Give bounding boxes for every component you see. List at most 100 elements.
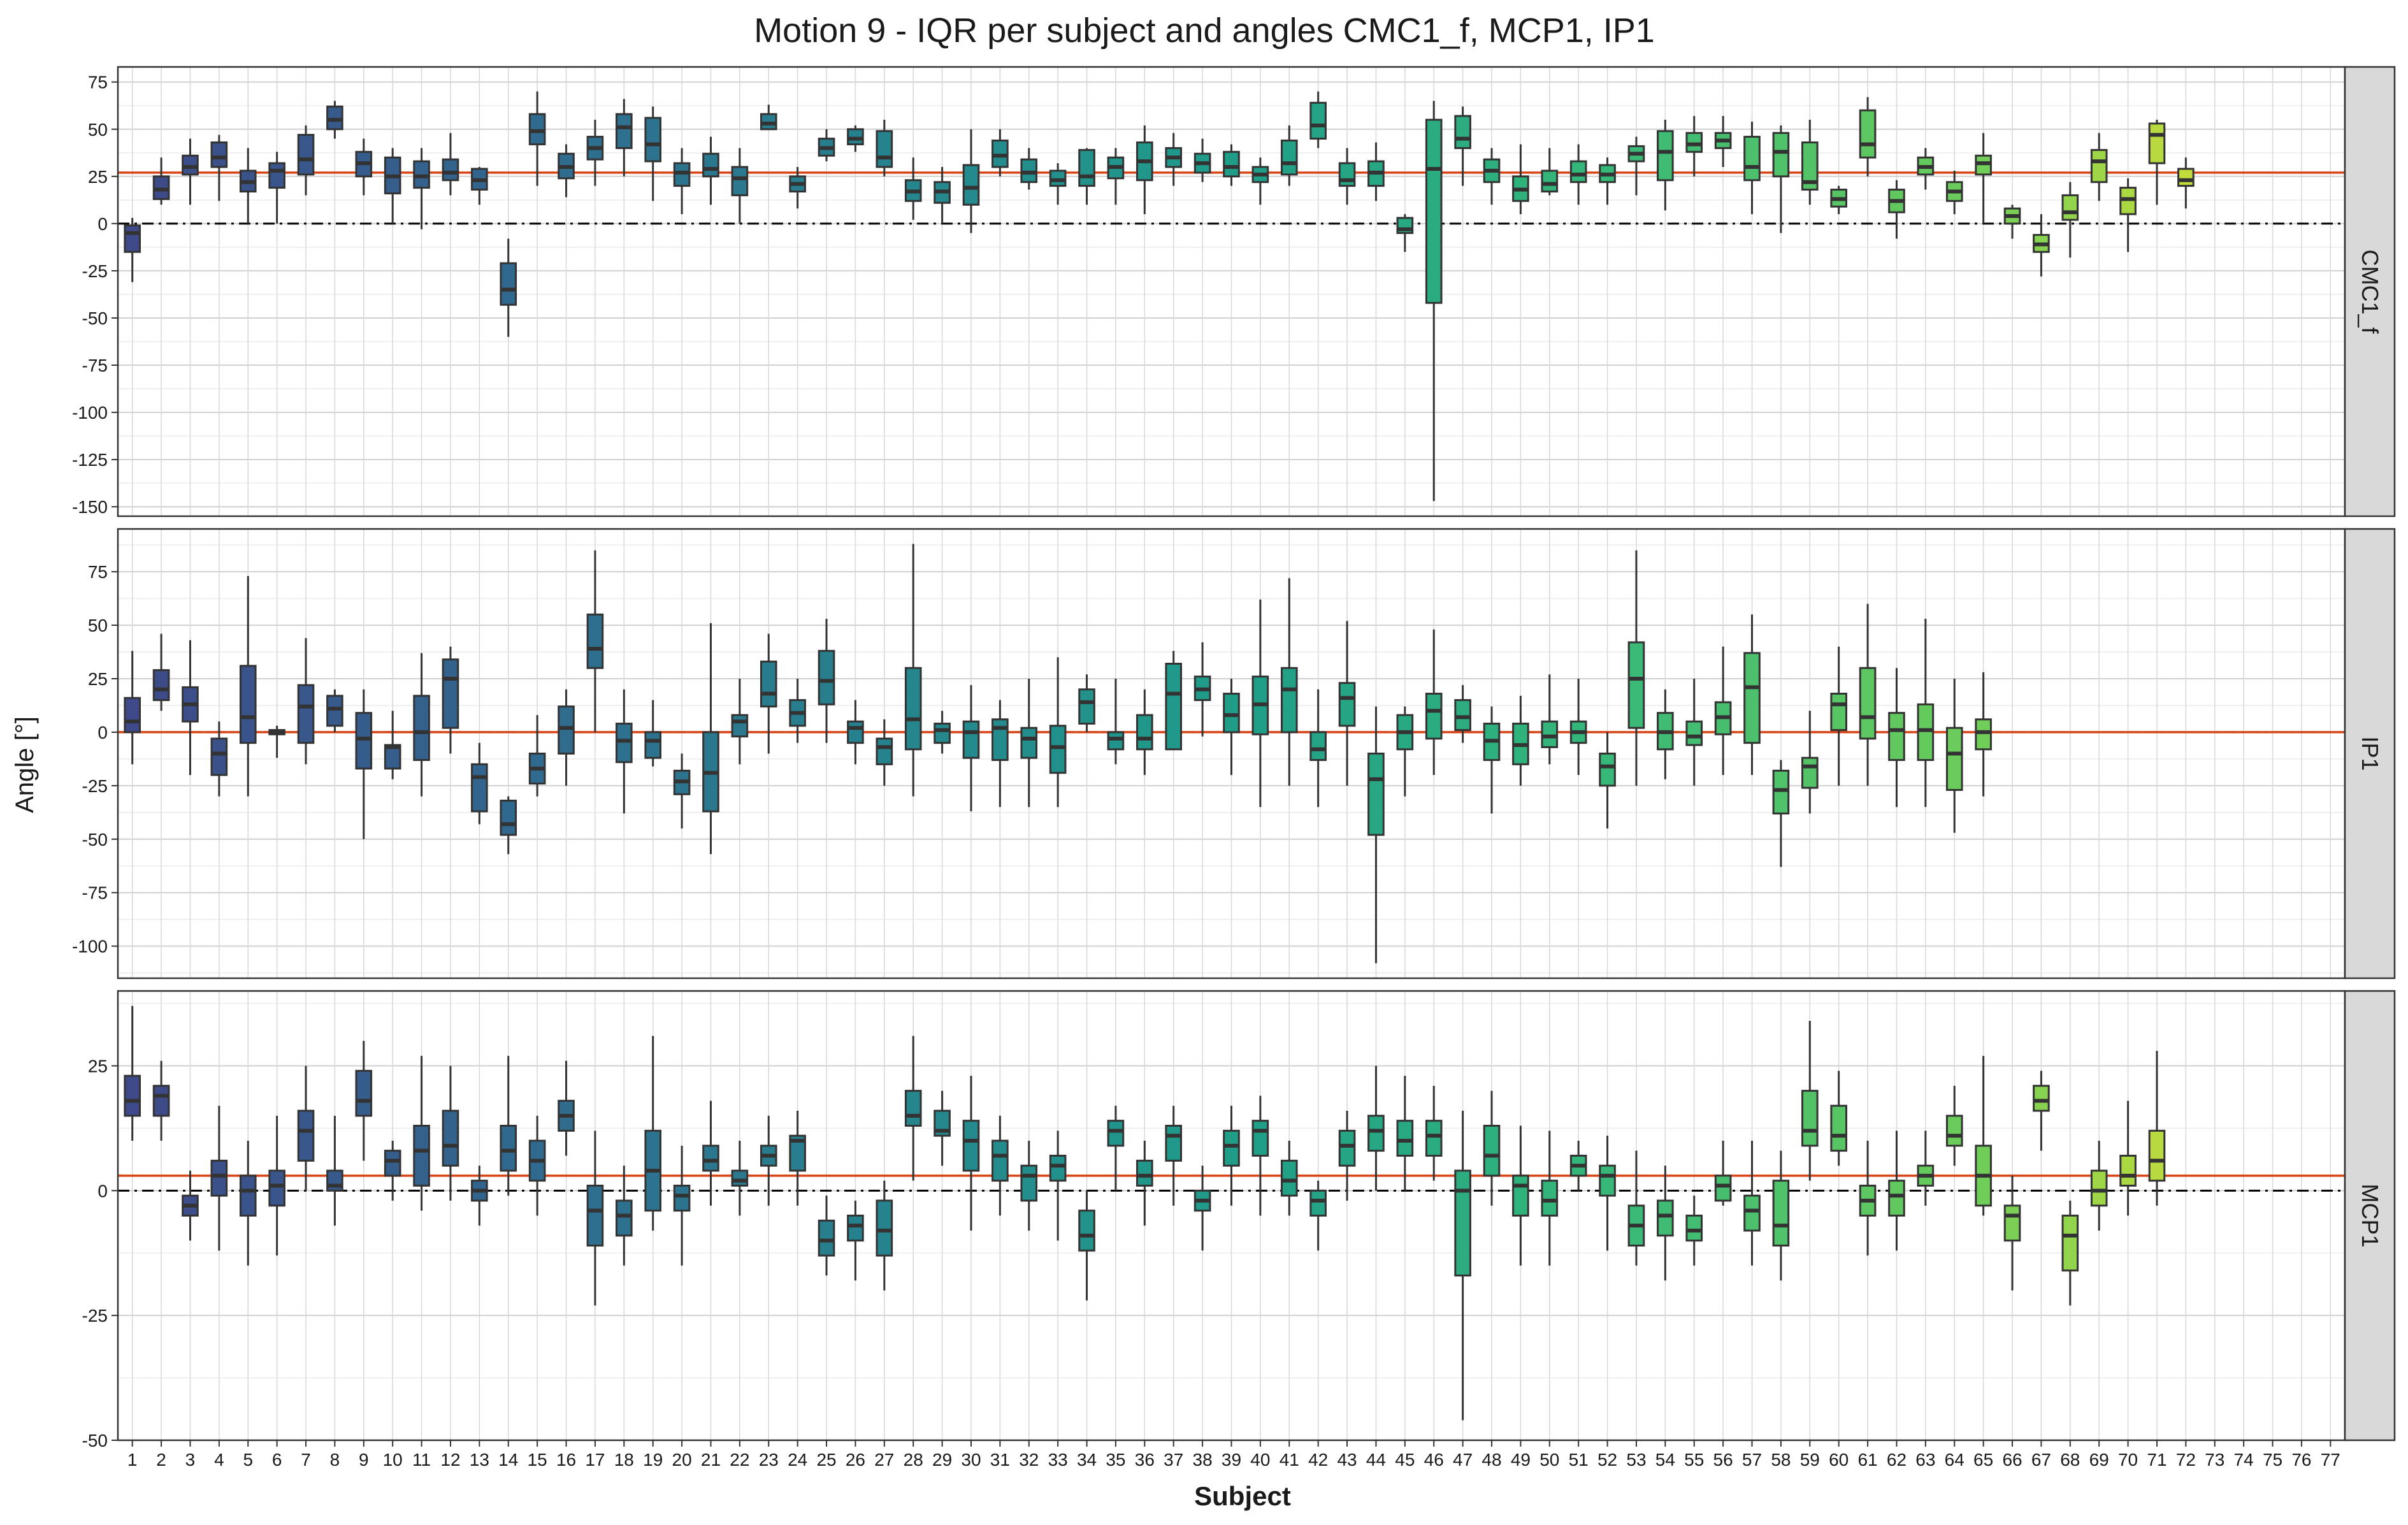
facet-strip-label: MCP1 [2357,1183,2383,1247]
x-tick-label: 16 [556,1450,576,1470]
box-subject-46 [1425,629,1443,776]
box-iqr [1830,693,1847,732]
y-tick-label: -100 [72,403,108,423]
box-iqr [644,731,662,759]
box-subject-12 [442,646,459,754]
x-tick-label: 15 [528,1450,547,1470]
x-tick-label: 56 [1713,1450,1733,1470]
box-iqr [1396,1120,1414,1157]
box-subject-5 [239,148,257,224]
box-subject-33 [1049,657,1067,807]
box-iqr [355,1069,373,1117]
box-subject-53 [1627,136,1645,196]
box-subject-30 [962,685,980,812]
chart-title: Motion 9 - IQR per subject and angles CM… [754,11,1655,50]
box-subject-18 [616,1166,633,1266]
box-subject-32 [1020,148,1038,190]
x-tick-label: 49 [1511,1450,1531,1470]
box-iqr [2119,1155,2137,1187]
box-subject-30 [962,129,980,233]
x-tick-label: 60 [1829,1450,1849,1470]
box-subject-23 [760,633,777,754]
box-subject-18 [616,99,633,177]
box-iqr [1772,1180,1790,1247]
box-iqr [355,712,373,770]
box-subject-43 [1338,621,1356,786]
box-subject-64 [1945,1085,1963,1166]
box-iqr [1367,1115,1385,1152]
x-tick-label: 75 [2263,1450,2282,1470]
box-subject-4 [210,721,228,797]
box-iqr [1599,1164,1616,1197]
box-subject-8 [326,689,343,732]
box-subject-64 [1945,170,1963,215]
box-subject-11 [413,1055,430,1211]
facet-strip [2344,990,2396,1442]
facet-panel-mcp1: 25 0 -25 -50 MCP1 [82,990,2396,1450]
box-subject-41 [1280,578,1298,786]
box-subject-20 [673,148,691,215]
x-tick-label: 21 [701,1450,721,1470]
box-subject-55 [1685,1196,1703,1266]
y-axis-ticks: 75 50 25 0 -25 -50 -75 -100 -125 -150 [72,73,118,517]
box-iqr [1049,1155,1067,1182]
box-subject-50 [1541,1131,1559,1266]
x-tick-label: 32 [1019,1450,1039,1470]
box-iqr [876,737,893,765]
x-tick-label: 72 [2176,1450,2196,1470]
box-subject-62 [1888,1131,1905,1251]
y-tick-label: -50 [82,1431,108,1450]
box-iqr [1772,769,1790,815]
box-subject-69 [2090,1141,2108,1231]
box-subject-54 [1657,1166,1674,1281]
x-tick-label: 41 [1280,1450,1299,1470]
box-subject-56 [1714,1141,1732,1206]
box-subject-68 [2061,1201,2079,1306]
x-tick-label: 27 [874,1450,894,1470]
facet-panels: 75 50 25 0 -25 -50 -75 -100 -125 -150 CMC1_f 75 50 25… [72,66,2396,1450]
x-tick-label: 1 [127,1450,138,1470]
box-subject-67 [2033,1071,2050,1151]
y-tick-label: 0 [97,1181,108,1201]
box-subject-27 [876,1180,893,1290]
x-tick-label: 64 [1945,1450,1965,1470]
box-subject-48 [1483,148,1501,205]
box-subject-15 [528,715,546,797]
box-subject-32 [1020,1141,1038,1231]
box-subject-29 [934,166,951,224]
x-tick-label: 31 [990,1450,1010,1470]
box-iqr [210,737,228,776]
box-subject-10 [384,1141,401,1201]
box-iqr [1078,1210,1095,1252]
box-iqr [1223,1129,1240,1167]
box-iqr [1541,170,1559,193]
box-iqr [1165,1125,1183,1162]
box-subject-28 [904,157,922,220]
x-tick-label: 23 [759,1450,779,1470]
box-iqr [1743,652,1761,744]
box-iqr [326,1169,343,1192]
y-tick-label: -100 [72,937,108,957]
box-iqr [124,224,141,253]
box-subject-58 [1772,760,1790,867]
box-iqr [1223,150,1240,178]
box-iqr [1541,1180,1559,1217]
box-iqr [1425,119,1443,304]
box-subject-50 [1541,148,1559,196]
x-tick-label: 18 [614,1450,634,1470]
box-subject-49 [1512,1125,1529,1266]
x-tick-label: 24 [788,1450,807,1470]
box-subject-72 [2177,157,2195,209]
box-iqr [297,1109,315,1162]
x-tick-label: 30 [961,1450,981,1470]
box-iqr [1425,1120,1443,1157]
x-tick-label: 6 [272,1450,282,1470]
box-subject-5 [239,575,257,797]
box-subject-16 [558,144,575,198]
box-iqr [558,705,575,755]
box-subject-49 [1512,695,1529,786]
box-iqr [1714,1174,1732,1202]
box-iqr [2061,194,2079,221]
box-subject-61 [1859,97,1877,177]
box-subject-58 [1772,125,1790,233]
